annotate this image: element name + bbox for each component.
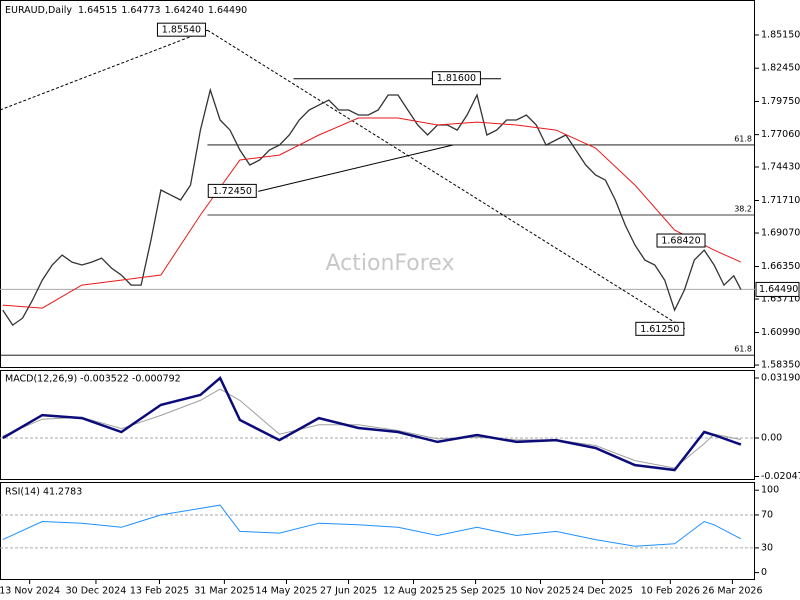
macd-line	[2, 375, 742, 472]
rsi-panel	[0, 482, 755, 580]
x-tick-label: 30 Dec 2024	[66, 586, 127, 597]
price-panel	[0, 0, 755, 368]
rsi-line	[2, 504, 742, 547]
high: 1.64773	[121, 5, 160, 16]
y-tick-label: 100	[761, 485, 779, 496]
y-tick-label: 1.66350	[761, 261, 800, 272]
x-tick-label: 10 Nov 2025	[510, 586, 571, 597]
y-tick-label: 70	[761, 509, 773, 520]
x-tick-label: 13 Nov 2024	[0, 586, 60, 597]
annotation-label: 1.72450	[213, 186, 252, 197]
y-tick-label: 30	[761, 542, 773, 553]
x-tick-label: 27 Jun 2025	[320, 586, 377, 597]
annotation-box	[156, 22, 206, 37]
y-tick-label: 1.82450	[761, 63, 800, 74]
y-tick-label: 1.69070	[761, 228, 800, 239]
x-tick-label: 13 Feb 2025	[130, 586, 189, 597]
annotation-box	[431, 71, 481, 86]
fib-label: 38.2	[734, 205, 752, 214]
price-line	[2, 87, 742, 327]
rsi-title: RSI(14) 41.2783	[5, 487, 82, 498]
y-tick-label: 0	[761, 567, 767, 578]
last-price-box	[755, 281, 800, 297]
macd-panel	[0, 370, 755, 480]
trendline	[207, 29, 687, 330]
low: 1.64240	[165, 5, 204, 16]
y-tick-label: -0.020479	[761, 471, 800, 482]
y-tick-label: 1.74430	[761, 162, 800, 173]
y-tick-label: 1.58350	[761, 360, 800, 371]
y-tick-label: 0.031907	[761, 373, 800, 384]
y-tick-label: 1.79750	[761, 96, 800, 107]
y-tick-label: 1.63710	[761, 294, 800, 305]
symbol: EURAUD,Daily	[5, 5, 72, 16]
x-tick-label: 31 Mar 2025	[194, 586, 254, 597]
annotation-box	[207, 183, 257, 198]
trendline	[258, 144, 454, 192]
fib-label: 61.8	[734, 345, 752, 354]
fib-label: 61.8	[734, 134, 752, 143]
last-price-label: 1.64490	[759, 284, 798, 295]
annotation-box	[635, 321, 685, 336]
x-tick-label: 24 Dec 2025	[572, 586, 633, 597]
open: 1.64515	[78, 5, 117, 16]
annotation-label: 1.81600	[437, 73, 476, 84]
x-tick-label: 26 Mar 2026	[702, 586, 762, 597]
y-tick-label: 1.71710	[761, 195, 800, 206]
header: EURAUD,Daily 1.64515 1.64773 1.64240 1.64490	[5, 5, 247, 16]
x-tick-label: 12 Aug 2025	[383, 586, 444, 597]
macd-title: MACD(12,26,9) -0.003522 -0.000792	[5, 374, 181, 385]
y-tick-label: 1.77060	[761, 129, 800, 140]
annotation-label: 1.85540	[162, 25, 201, 36]
annotation-box	[656, 233, 706, 248]
trendline	[0, 29, 208, 111]
x-tick-label: 10 Feb 2026	[641, 586, 700, 597]
y-tick-label: 1.85150	[761, 29, 800, 40]
x-tick-label: 14 May 2025	[256, 586, 318, 597]
watermark: ActionForex	[326, 251, 455, 276]
y-tick-label: 1.60990	[761, 327, 800, 338]
moving-average	[2, 117, 742, 309]
macd-signal	[2, 388, 741, 469]
x-tick-label: 25 Sep 2025	[445, 586, 505, 597]
annotation-label: 1.68420	[661, 236, 700, 247]
annotation-label: 1.61250	[640, 324, 679, 335]
y-tick-label: 0.00	[761, 433, 782, 444]
close: 1.64490	[208, 5, 247, 16]
